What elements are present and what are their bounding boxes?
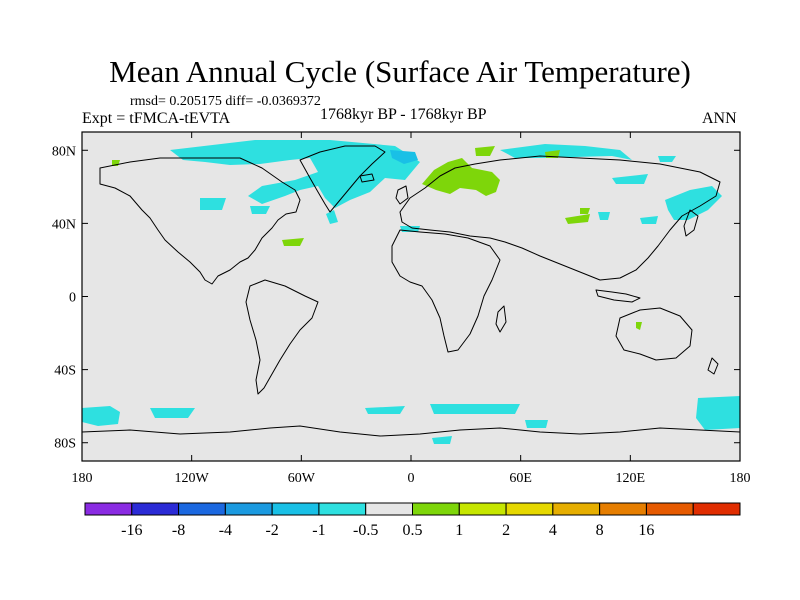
colorbar-label: -16: [121, 522, 142, 539]
coastline-indonesia: [595, 289, 641, 303]
coastline-antarctica: [81, 425, 741, 437]
anomaly-patch-arctic-russia: [500, 144, 632, 160]
anomaly-patch-greenland-deep: [390, 150, 418, 164]
anomaly-patch-arctic-green: [475, 146, 495, 156]
colorbar-label: 8: [596, 522, 604, 539]
colorbar-box: [692, 502, 741, 516]
colorbar-label: 0.5: [403, 522, 423, 539]
lon-tick-label: 120E: [616, 471, 646, 486]
anomaly-patch-kamchatka: [665, 186, 722, 220]
colorbar-box: [224, 502, 273, 516]
anomaly-patches: [82, 140, 740, 444]
colorbar-box: [599, 502, 647, 516]
lon-tick-label: 0: [408, 471, 415, 486]
colorbar-box: [131, 502, 180, 516]
coastline-south-america: [245, 279, 319, 395]
colorbar-label: 16: [638, 522, 654, 539]
coastline-north-america: [99, 157, 301, 285]
colorbar-label: -8: [172, 522, 185, 539]
lat-tick-label: 80N: [52, 144, 76, 159]
colorbar-box: [505, 502, 554, 516]
coastline-eurasia: [399, 155, 721, 281]
lat-tick-label: 80S: [54, 437, 76, 452]
lon-tick-label: 60W: [288, 471, 316, 486]
colorbar-box: [552, 502, 601, 516]
anomaly-patch-southern-ocean-west: [82, 406, 120, 426]
anomaly-patch-hudson: [250, 206, 270, 214]
coastline-africa: [391, 229, 501, 353]
coastline-japan: [683, 209, 699, 237]
anomaly-patch-southern-pacific: [150, 408, 195, 418]
colorbar-label: -1: [312, 522, 325, 539]
colorbar-label: 1: [455, 522, 463, 539]
lat-tick-label: 40N: [52, 217, 76, 232]
coastline-new-zealand: [707, 357, 719, 375]
colorbar-label: -2: [265, 522, 278, 539]
colorbar-box: [412, 502, 460, 516]
coastline-madagascar: [495, 305, 507, 333]
anomaly-patch-australia-green: [636, 322, 642, 330]
lon-tick-label: 180: [730, 471, 751, 486]
anomaly-patch-asia-green: [565, 214, 590, 224]
coastline-australia: [615, 307, 693, 361]
anomaly-patch-canada-small: [200, 198, 226, 210]
anomaly-patch-southern-east: [696, 396, 740, 430]
anomaly-patch-asia-green-2: [580, 208, 590, 214]
anomaly-patch-scandinavia-green: [422, 158, 500, 196]
lat-tick-label: 40S: [54, 364, 76, 379]
colorbar-box: [318, 502, 367, 516]
stats-line: rmsd= 0.205175 diff= -0.0369372: [130, 94, 321, 109]
anomaly-patch-arctic-east: [658, 156, 676, 162]
colorbar-box: [178, 502, 226, 516]
colorbar-box: [645, 502, 694, 516]
coastlines: [81, 145, 741, 437]
coastline-iceland: [359, 173, 375, 183]
colorbar-box: [365, 502, 414, 516]
latitude-axis: 80N 40N 0 40S 80S: [52, 144, 740, 452]
anomaly-patch-asia-small: [598, 212, 610, 220]
coastline-british-isles: [395, 185, 409, 205]
anomaly-patch-southern-atlantic: [365, 406, 405, 414]
anomaly-patch-southern-indian: [430, 404, 520, 414]
period-label: 1768kyr BP - 1768kyr BP: [320, 106, 487, 123]
lat-tick-label: 0: [69, 291, 76, 306]
chart-title: Mean Annual Cycle (Surface Air Temperatu…: [109, 54, 691, 89]
anomaly-patch-siberia: [612, 174, 648, 184]
season-label: ANN: [702, 110, 737, 127]
colorbar-label: 4: [549, 522, 557, 539]
experiment-label: Expt = tFMCA-tEVTA: [82, 110, 231, 127]
colorbar-label: 2: [502, 522, 510, 539]
colorbar-label: -0.5: [353, 522, 378, 539]
colorbar-box: [84, 502, 133, 516]
colorbar-box: [458, 502, 507, 516]
colorbar: -16 -8 -4 -2 -1 -0.5 0.5 1 2 4 8 16: [84, 502, 741, 539]
lon-tick-label: 180: [72, 471, 93, 486]
anomaly-patch-antarctic-center: [432, 436, 452, 444]
longitude-axis: 180 120W 60W 0 60E 120E 180: [72, 132, 751, 486]
map-background: [82, 132, 740, 461]
lon-tick-label: 60E: [509, 471, 532, 486]
colorbar-label: -4: [219, 522, 232, 539]
lon-tick-label: 120W: [175, 471, 210, 486]
anomaly-patch-atlantic-green: [282, 238, 304, 246]
colorbar-box: [271, 502, 320, 516]
anomaly-patch-northatlantic: [326, 210, 338, 224]
anomaly-patch-greenland: [170, 140, 420, 208]
anomaly-patch-southern-south: [525, 420, 548, 428]
coastline-greenland: [299, 145, 386, 213]
anomaly-patch-pacific-nw: [640, 216, 658, 224]
